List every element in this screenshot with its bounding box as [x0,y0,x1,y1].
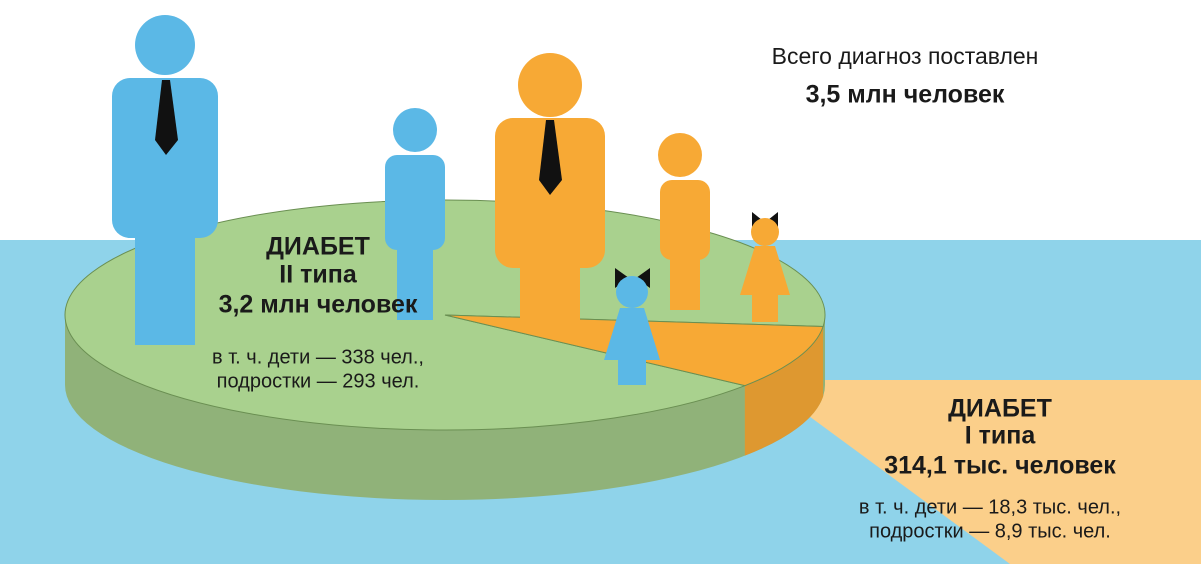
total-label: 3,5 млн человек [806,81,1005,109]
segment-heading: ДИАБЕТ [266,233,370,261]
segment-note: в т. ч. дети — 18,3 тыс. чел., [859,496,1121,518]
value-label: 3,2 млн человек [219,291,418,319]
segment-heading: ДИАБЕТ [948,395,1052,423]
segment-note: подростки — 293 чел. [217,370,420,392]
title: Всего диагноз поставлен [772,43,1039,69]
segment-note: подростки — 8,9 тыс. чел. [869,520,1111,542]
chart: Всего диагноз поставлен 3,5 млн человек … [0,0,1201,564]
value-label: 314,1 тыс. человек [884,452,1116,480]
category-label: I типа [965,422,1037,450]
category-label: II типа [279,261,358,289]
segment-note: в т. ч. дети — 338 чел., [212,346,424,368]
